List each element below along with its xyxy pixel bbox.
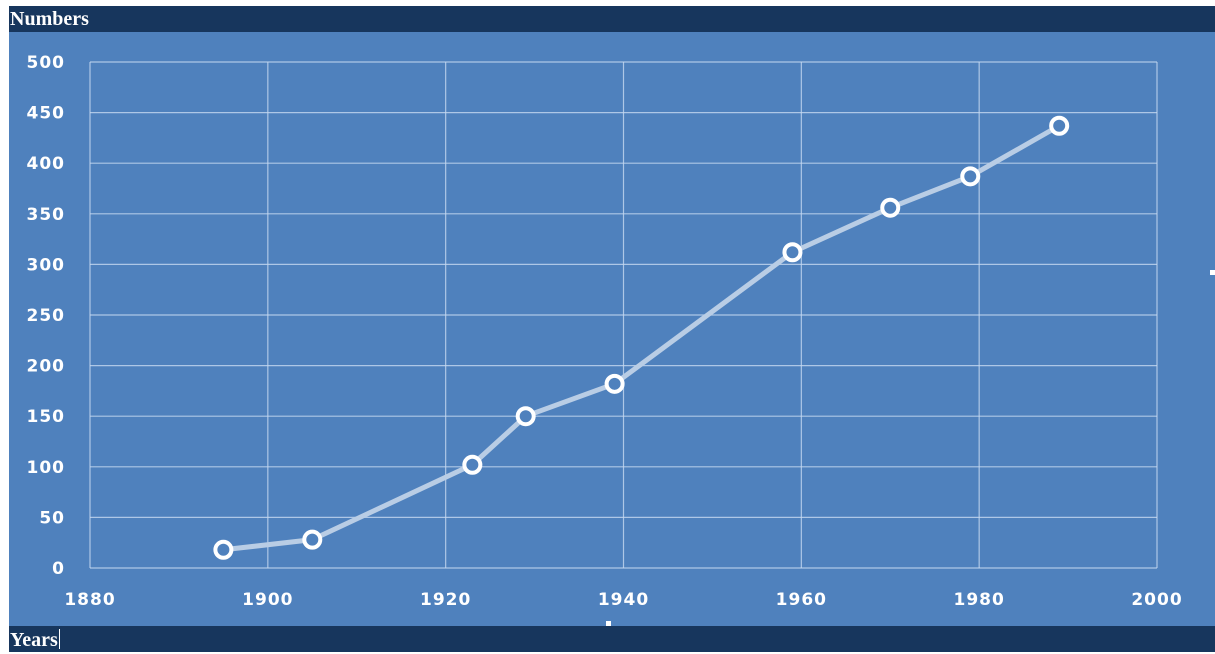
y-tick-label: 350 <box>27 205 66 225</box>
data-point <box>782 242 803 263</box>
x-tick-label: 1880 <box>64 590 115 610</box>
data-point <box>880 197 901 218</box>
chart-area: 0 50 100 150 200 250 300 350 400 450 500 1880 1900 19… <box>9 32 1215 626</box>
y-tick-label: 400 <box>27 154 66 174</box>
line-chart: 0 50 100 150 200 250 300 350 400 450 500 1880 1900 19… <box>27 53 1182 610</box>
text-cursor <box>58 629 60 649</box>
x-axis-title: Years <box>10 629 58 651</box>
y-tick-label: 150 <box>27 407 66 427</box>
data-point <box>604 373 625 394</box>
x-axis-title-bar: Years <box>9 626 1215 652</box>
data-point <box>960 166 981 187</box>
y-tick-label: 250 <box>27 306 66 326</box>
y-axis-title: Numbers <box>10 8 89 30</box>
y-tick-label: 100 <box>27 458 66 478</box>
y-tick-label: 200 <box>27 357 66 377</box>
data-point <box>1049 115 1070 136</box>
x-tick-label: 2000 <box>1131 590 1182 610</box>
x-tick-label: 1900 <box>242 590 293 610</box>
x-tick-label: 1940 <box>598 590 649 610</box>
resize-handle-right[interactable] <box>1210 270 1215 275</box>
data-point <box>302 529 323 550</box>
data-point <box>213 539 234 560</box>
x-tick-label: 1920 <box>420 590 471 610</box>
x-tick-label: 1960 <box>776 590 827 610</box>
y-axis-title-bar: Numbers <box>9 6 1215 32</box>
y-tick-label: 0 <box>52 559 65 579</box>
data-point <box>515 406 536 427</box>
y-tick-label: 500 <box>27 53 66 73</box>
resize-handle-bottom[interactable] <box>606 621 611 626</box>
y-tick-label: 450 <box>27 104 66 124</box>
data-point <box>462 454 483 475</box>
tick-labels: 0 50 100 150 200 250 300 350 400 450 500 1880 1900 19… <box>27 53 1182 610</box>
grid <box>89 61 1158 569</box>
x-tick-label: 1980 <box>954 590 1005 610</box>
y-tick-label: 300 <box>27 255 66 275</box>
y-tick-label: 50 <box>39 508 65 528</box>
series <box>213 115 1070 560</box>
series-line <box>220 123 1062 553</box>
